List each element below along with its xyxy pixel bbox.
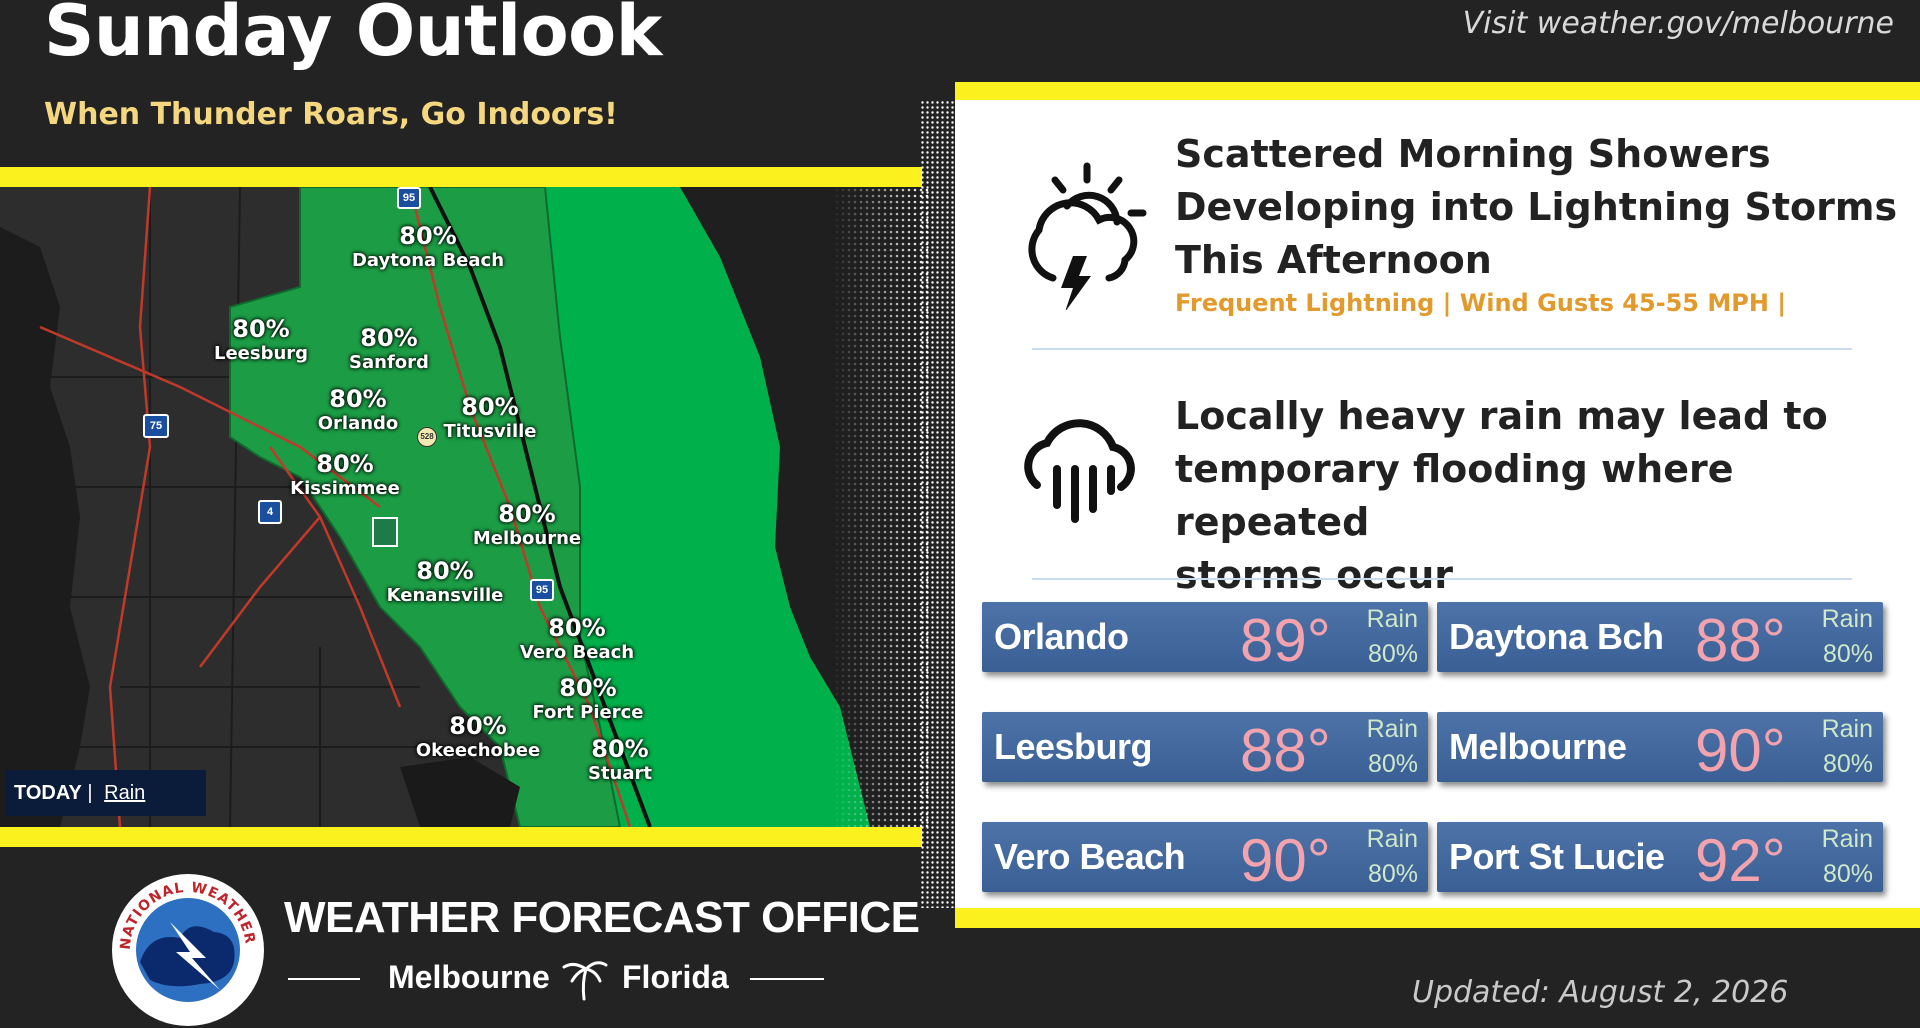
forecast-temp: 90° (1695, 717, 1786, 784)
forecast-city: Orlando (994, 616, 1129, 657)
forecast-rain-label: Rain (1821, 605, 1873, 633)
forecast-temp: 89° (1240, 607, 1331, 674)
city-titusville: 80% Titusville (443, 393, 537, 442)
forecast-temp: 90° (1240, 827, 1331, 894)
forecast-rain-value: 80% (1367, 750, 1418, 778)
hazard-2-line-2: temporary flooding where repeated (1175, 447, 1734, 544)
interstate-95-shield: 95 (397, 187, 421, 209)
forecast-card-vero-beach: Vero Beach 90° Rain 80% (982, 822, 1428, 894)
hazard-1-headline: Scattered Morning Showers Developing int… (1175, 128, 1897, 287)
forecast-card-leesburg: Leesburg 88° Rain 80% (982, 712, 1428, 784)
forecast-temp: 88° (1240, 717, 1331, 784)
location-rule-right (750, 978, 824, 980)
city-stuart: 80% Stuart (587, 735, 653, 784)
city-leesburg: 80% Leesburg (213, 315, 309, 364)
city-orlando: 80% Orlando (317, 385, 399, 434)
route-528-shield: 528 (417, 427, 437, 447)
forecast-rain-value: 80% (1367, 640, 1418, 668)
map-legend-tag: TODAY | Rain Chances (6, 770, 206, 816)
forecast-card-orlando: Orlando 89° Rain 80% (982, 602, 1428, 674)
rain-chance-map: 95 75 4 95 528 80% Daytona Beach 80% Leesb… (0, 187, 930, 827)
map-graphic (0, 187, 930, 827)
forecast-city: Vero Beach (994, 836, 1186, 877)
visit-link[interactable]: Visit weather.gov/melbourne (1462, 6, 1894, 41)
palm-tree-icon (562, 961, 608, 1001)
office-location: Melbourne Florida (288, 955, 828, 1001)
forecast-card-melbourne: Melbourne 90° Rain 80% (1437, 712, 1883, 784)
city-kissimmee: 80% Kissimmee (290, 450, 400, 499)
interstate-4-shield: 4 (258, 500, 282, 524)
forecast-city: Port St Lucie (1449, 836, 1665, 877)
forecast-card-daytona-bch: Daytona Bch 88° Rain 80% (1437, 602, 1883, 674)
forecast-rain-label: Rain (1366, 715, 1418, 743)
map-tag-separator: | (87, 782, 93, 804)
storm-sun-icon (1028, 162, 1147, 310)
city-daytona-beach: 80% Daytona Beach (351, 222, 505, 271)
panel-bottom-bar (955, 908, 1920, 928)
location-city: Melbourne (388, 959, 550, 995)
hazard-1-line-3: This Afternoon (1175, 238, 1492, 282)
city-fort-pierce: 80% Fort Pierce (532, 674, 644, 723)
page-title: Sunday Outlook (44, 0, 662, 72)
hazard-1-details: Frequent Lightning | Wind Gusts 45-55 MP… (1175, 289, 1787, 317)
hazard-2-headline: Locally heavy rain may lead to temporary… (1175, 390, 1920, 602)
hazard-1-line-1: Scattered Morning Showers (1175, 132, 1771, 176)
city-melbourne: 80% Melbourne (472, 500, 582, 549)
hazard-2-line-1: Locally heavy rain may lead to (1175, 394, 1828, 438)
turnpike-icon (372, 517, 398, 547)
location-state: Florida (622, 959, 729, 995)
nws-logo: NATIONAL WEATHER SERVICE (110, 872, 264, 1026)
hazard-2-line-3: storms occur (1175, 553, 1454, 597)
forecast-rain-value: 80% (1822, 750, 1873, 778)
forecast-temp: 92° (1695, 827, 1786, 894)
forecast-card-port-st-lucie: Port St Lucie 92° Rain 80% (1437, 822, 1883, 894)
forecast-rain-value: 80% (1367, 860, 1418, 888)
panel-top-bar (955, 82, 1920, 102)
city-okeechobee: 80% Okeechobee (415, 712, 541, 761)
city-kenansville: 80% Kenansville (386, 557, 504, 606)
forecast-rain-label: Rain (1366, 605, 1418, 633)
interstate-75-shield: 75 (143, 414, 169, 438)
forecast-rain-value: 80% (1822, 860, 1873, 888)
map-bottom-bar (0, 827, 922, 847)
office-name: WEATHER FORECAST OFFICE (284, 893, 920, 942)
hazard-panel: Scattered Morning Showers Developing int… (955, 100, 1920, 908)
hazard-1-line-2: Developing into Lightning Storms (1175, 185, 1898, 229)
forecast-rain-label: Rain (1821, 825, 1873, 853)
map-today-label: TODAY (14, 782, 82, 804)
interstate-95-south-shield: 95 (530, 579, 554, 601)
forecast-temp: 88° (1695, 607, 1786, 674)
updated-date: Updated: August 2, 2026 (1412, 975, 1789, 1010)
forecast-rain-label: Rain (1366, 825, 1418, 853)
forecast-rain-value: 80% (1822, 640, 1873, 668)
heavy-rain-icon (1024, 419, 1135, 523)
page-subtitle: When Thunder Roars, Go Indoors! (44, 97, 618, 132)
forecast-city: Leesburg (994, 726, 1153, 767)
map-rain-chances-link[interactable]: Rain Chances (104, 782, 146, 804)
forecast-city: Melbourne (1449, 726, 1627, 767)
city-vero-beach: 80% Vero Beach (519, 614, 635, 663)
divider-2 (1032, 578, 1852, 580)
city-sanford: 80% Sanford (349, 324, 429, 373)
forecast-rain-label: Rain (1821, 715, 1873, 743)
location-rule-left (288, 978, 360, 980)
forecast-city: Daytona Bch (1449, 616, 1664, 657)
map-top-bar (0, 167, 922, 187)
divider-1 (1032, 348, 1852, 350)
panel-edge-pattern (920, 100, 960, 908)
